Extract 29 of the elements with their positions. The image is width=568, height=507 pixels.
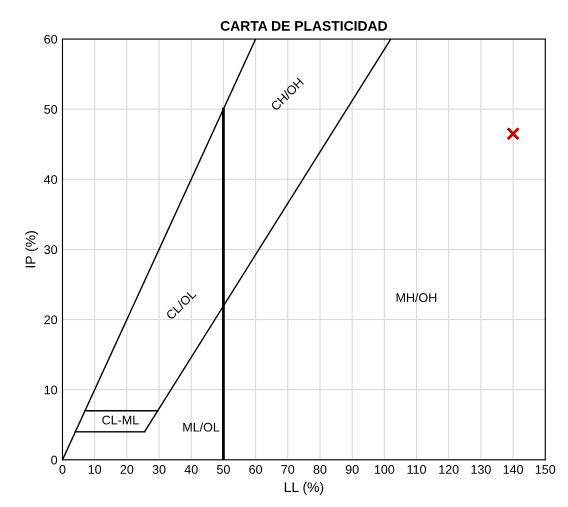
x-tick-label: 110 [408,465,426,474]
x-tick-label: 30 [152,465,166,474]
y-axis-title: IP (%) [25,231,38,268]
x-tick-label: 10 [88,465,102,474]
x-tick-label: 150 [536,465,556,474]
x-tick-label: 120 [439,465,459,474]
x-axis-title: LL (%) [284,482,324,495]
y-tick-label: 60 [44,34,58,44]
y-tick-label: 20 [44,315,58,324]
x-tick-label: 80 [314,465,326,474]
x-tick-label: 40 [184,465,198,474]
y-tick-label: 0 [51,456,58,464]
x-tick-label: 50 [216,465,230,474]
x-tick-label: 130 [471,465,491,474]
annotation: ML/OL [183,422,220,432]
x-tick-label: 140 [504,465,524,474]
y-tick-label: 50 [44,104,58,114]
x-tick-label: 20 [120,465,134,474]
x-tick-label: 60 [249,465,262,474]
x-tick-label: 100 [374,465,394,474]
x-tick-label: 90 [346,465,359,474]
chart-title: CARTA DE PLASTICIDAD [220,21,388,31]
y-tick-label: 40 [44,175,58,184]
annotation: CL-ML [102,416,139,424]
x-tick-label: 70 [281,465,294,474]
annotation: MH/OH [396,292,436,302]
y-tick-label: 10 [44,386,58,394]
y-tick-label: 30 [44,245,58,254]
x-tick-label: 0 [59,465,66,474]
